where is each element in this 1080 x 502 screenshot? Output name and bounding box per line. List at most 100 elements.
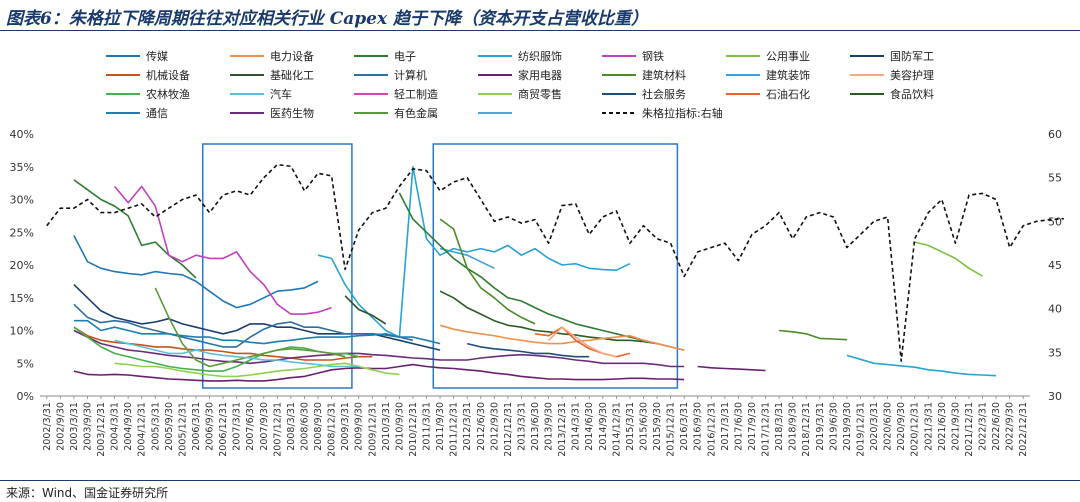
legend-label: 农林牧渔 — [146, 87, 190, 101]
y-right-tick-label: 60 — [1048, 128, 1062, 141]
x-tick-label: 2005/12/31 — [177, 402, 188, 457]
series-line-商贸零售 — [114, 362, 400, 378]
series-line-农林牧渔 — [73, 326, 359, 372]
series-line-食品饮料 — [439, 290, 685, 351]
x-tick-label: 2012/9/30 — [489, 402, 500, 451]
legend-label: 传媒 — [146, 50, 168, 63]
legend-label: 美容护理 — [890, 68, 934, 82]
legend-label: 建筑装饰 — [766, 68, 810, 82]
legend-label: 钢铁 — [642, 50, 664, 63]
series-line-汽车 — [114, 339, 359, 368]
y-right-tick-label: 45 — [1048, 259, 1062, 272]
x-tick-label: 2012/6/30 — [476, 402, 487, 451]
x-tick-label: 2007/9/30 — [259, 402, 270, 451]
x-tick-label: 2006/9/30 — [205, 402, 216, 451]
x-tick-label: 2021/6/30 — [937, 402, 948, 451]
legend-label: 商贸零售 — [518, 87, 562, 101]
x-tick-label: 2008/6/30 — [299, 402, 310, 451]
x-tick-label: 2022/3/31 — [978, 402, 989, 451]
series-line-传媒 — [73, 235, 319, 309]
legend-label: 公用事业 — [766, 50, 810, 63]
x-tick-label: 2022/9/30 — [1005, 402, 1016, 451]
x-tick-label: 2012/3/31 — [462, 402, 473, 451]
y-left-tick-label: 20% — [10, 259, 34, 272]
x-tick-label: 2022/12/31 — [1018, 402, 1029, 457]
legend-label: 朱格拉指标:右轴 — [642, 106, 723, 120]
legend-label: 纺织服饰 — [518, 49, 562, 63]
x-tick-label: 2007/3/31 — [232, 402, 243, 451]
x-tick-label: 2020/3/31 — [869, 402, 880, 451]
chart-title: 图表6：朱格拉下降周期往往对应相关行业 Capex 趋于下降（资本开支占营收比重… — [6, 9, 649, 29]
series-line-建筑材料2 — [779, 329, 847, 341]
axes: 0% 5% 10% 15% 20% 25% 30% 35% 40% 30 35 40 45 50 55 60 2… — [10, 128, 1062, 457]
x-tick-label: 2018/12/31 — [801, 402, 812, 457]
x-tick-label: 2009/12/31 — [367, 402, 378, 457]
y-left-tick-label: 0% — [17, 390, 34, 403]
y-left-tick-label: 35% — [10, 161, 34, 174]
x-tick-label: 2005/3/31 — [150, 402, 161, 451]
x-tick-label: 2004/12/31 — [137, 402, 148, 457]
x-tick-label: 2013/6/30 — [530, 402, 541, 451]
series-line-国防军工 — [73, 284, 441, 351]
series-line-美容护理 — [548, 326, 617, 358]
y-left-tick-label: 15% — [10, 292, 34, 305]
x-tick-label: 2002/3/31 — [42, 402, 53, 451]
x-tick-label: 2017/6/30 — [733, 402, 744, 451]
x-tick-label: 2020/9/30 — [896, 402, 907, 451]
x-tick-label: 2005/9/30 — [164, 402, 175, 451]
x-tick-label: 2014/3/31 — [571, 402, 582, 451]
legend-label: 基础化工 — [270, 68, 314, 82]
legend-label: 医药生物 — [270, 106, 314, 120]
y-left-tick-label: 25% — [10, 226, 34, 239]
x-tick-label: 2017/3/31 — [720, 402, 731, 451]
x-tick-label: 2014/6/30 — [584, 402, 595, 451]
series-lines — [46, 163, 1064, 382]
x-tick-label: 2013/12/31 — [557, 402, 568, 457]
x-tick-label: 2021/12/31 — [964, 402, 975, 457]
x-tick-label: 2020/6/30 — [883, 402, 894, 451]
x-tick-label: 2007/6/30 — [245, 402, 256, 451]
x-tick-label: 2010/9/30 — [394, 402, 405, 451]
y-left-tick-label: 40% — [10, 128, 34, 141]
line-chart: 0% 5% 10% 15% 20% 25% 30% 35% 40% 30 35 40 45 50 55 60 2… — [10, 49, 1064, 457]
legend-label: 机械设备 — [146, 68, 190, 82]
x-tick-label: 2021/3/31 — [923, 402, 934, 451]
x-tick-label: 2016/12/31 — [706, 402, 717, 457]
series-line-通信 — [73, 319, 441, 345]
x-tick-label: 2019/6/30 — [828, 402, 839, 451]
series-line-钢铁 — [113, 185, 332, 315]
x-tick-label: 2018/3/31 — [774, 402, 785, 451]
legend-label: 轻工制造 — [394, 87, 438, 101]
series-line-公用事业 — [914, 241, 983, 277]
x-tick-label: 2010/3/31 — [381, 402, 392, 451]
x-tick-label: 2015/3/31 — [625, 402, 636, 451]
x-tick-label: 2014/12/31 — [611, 402, 622, 457]
x-tick-label: 2013/3/31 — [516, 402, 527, 451]
x-tick-label: 2015/6/30 — [638, 402, 649, 451]
x-tick-label: 2017/12/31 — [761, 402, 772, 457]
legend-label: 电力设备 — [270, 49, 314, 63]
x-tick-label: 2002/9/30 — [55, 402, 66, 451]
x-tick-label: 2021/9/30 — [950, 402, 961, 451]
series-line-家用电器2 — [697, 365, 766, 372]
x-tick-label: 2022/6/30 — [991, 402, 1002, 451]
series-line-电子2 — [398, 192, 658, 345]
x-tick-label: 2003/9/30 — [82, 402, 93, 451]
series-line-社会服务 — [467, 342, 590, 358]
x-tick-label: 2018/9/30 — [788, 402, 799, 451]
x-tick-label: 2015/12/31 — [666, 402, 677, 457]
y-right-tick-label: 30 — [1048, 390, 1062, 403]
y-right-tick-label: 35 — [1048, 346, 1062, 359]
x-tick-label: 2004/9/30 — [123, 402, 134, 451]
y-right-tick-label: 50 — [1048, 215, 1062, 228]
legend-label: 社会服务 — [642, 87, 686, 101]
x-tick-label: 2009/3/31 — [340, 402, 351, 451]
x-tick-label: 2016/3/31 — [679, 402, 690, 451]
y-right-tick-label: 55 — [1048, 172, 1062, 185]
highlight-period-box — [201, 143, 353, 389]
legend-label: 有色金属 — [394, 106, 438, 120]
title-divider — [0, 30, 1080, 31]
series-line-电子 — [73, 179, 197, 279]
legend-label: 建筑材料 — [642, 68, 686, 82]
